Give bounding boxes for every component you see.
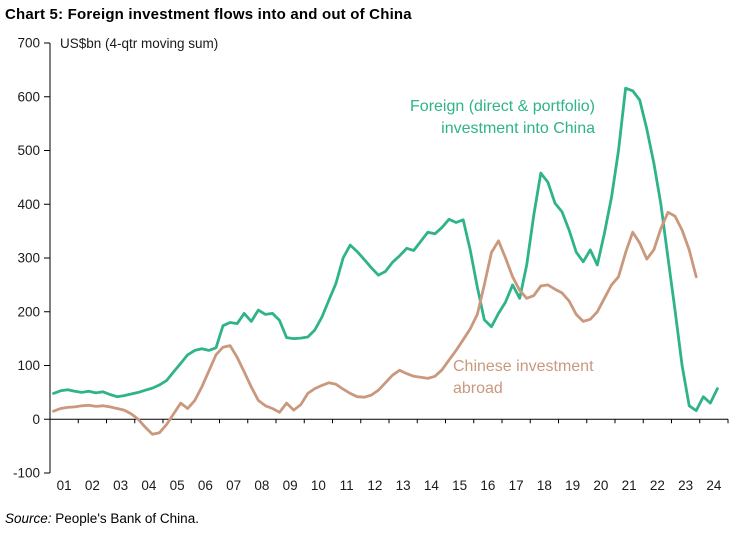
x-tick-label: 24 xyxy=(706,478,722,493)
y-tick-label: 300 xyxy=(17,251,40,266)
source-note: Source: People's Bank of China. xyxy=(5,511,199,526)
series-line-foreign-direct-portfolio-investment-into-china xyxy=(52,86,719,413)
y-tick-label: 400 xyxy=(17,197,40,212)
x-tick-label: 03 xyxy=(113,478,128,493)
x-tick-label: 23 xyxy=(678,478,693,493)
series-line-chinese-investment-abroad xyxy=(52,210,698,436)
source-body: People's Bank of China. xyxy=(51,511,199,526)
y-tick-label: -100 xyxy=(13,466,40,481)
series-label-abroad-line1: Chinese investment xyxy=(453,358,594,375)
x-tick-label: 20 xyxy=(593,478,608,493)
x-tick-label: 17 xyxy=(509,478,524,493)
y-tick-label: 700 xyxy=(17,36,40,51)
chart-title: Chart 5: Foreign investment flows into a… xyxy=(5,6,412,23)
x-tick-label: 18 xyxy=(537,478,552,493)
x-tick-label: 07 xyxy=(226,478,241,493)
y-tick-label: 200 xyxy=(17,304,40,319)
x-tick-label: 12 xyxy=(367,478,382,493)
source-label: Source: xyxy=(5,511,52,526)
x-tick-label: 15 xyxy=(452,478,467,493)
x-tick-label: 19 xyxy=(565,478,580,493)
x-tick-label: 13 xyxy=(396,478,411,493)
y-tick-label: 600 xyxy=(17,89,40,104)
x-tick-label: 11 xyxy=(340,478,354,493)
x-tick-label: 04 xyxy=(141,478,157,493)
x-tick-label: 06 xyxy=(198,478,213,493)
series-label-foreign-line1: Foreign (direct & portfolio) xyxy=(410,98,595,115)
y-tick-label: 500 xyxy=(17,143,40,158)
series-label-abroad-line2: abroad xyxy=(453,380,503,397)
x-tick-label: 05 xyxy=(170,478,185,493)
x-tick-label: 01 xyxy=(57,478,72,493)
x-tick-label: 09 xyxy=(283,478,298,493)
x-tick-label: 22 xyxy=(650,478,665,493)
x-tick-label: 21 xyxy=(622,478,637,493)
series-label-foreign-line2: investment into China xyxy=(441,120,595,137)
y-tick-label: 100 xyxy=(17,358,40,373)
x-tick-label: 08 xyxy=(254,478,269,493)
x-tick-label: 10 xyxy=(311,478,326,493)
x-tick-label: 14 xyxy=(424,478,440,493)
x-tick-label: 16 xyxy=(480,478,495,493)
y-tick-label: 0 xyxy=(32,412,40,427)
x-tick-label: 02 xyxy=(85,478,100,493)
axis-unit-note: US$bn (4-qtr moving sum) xyxy=(60,36,218,51)
